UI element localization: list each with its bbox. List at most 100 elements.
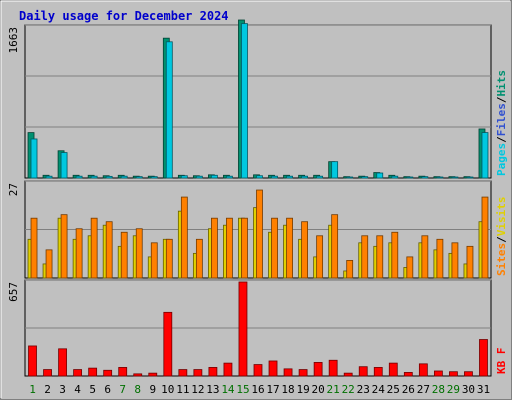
bar-kbytes-kbytes-day-21 (328, 359, 338, 377)
bar-kbytes-kbytes-day-4 (73, 369, 83, 377)
panel-visitors-legend-item-2: Visits (495, 197, 508, 237)
x-tick-label-day-7: 7 (119, 383, 126, 396)
bar-visitors-sites-day-18 (286, 217, 293, 279)
bar-visitors-sites-day-6 (105, 221, 113, 279)
bar-visitors-sites-day-23 (361, 235, 369, 279)
bar-traffic-pages-day-10 (165, 41, 173, 179)
bar-visitors-sites-day-4 (75, 228, 83, 279)
x-tick-label-day-10: 10 (161, 383, 174, 396)
bar-traffic-pages-day-26 (406, 176, 414, 179)
bar-kbytes-kbytes-day-30 (464, 371, 473, 377)
bar-visitors-sites-day-14 (226, 217, 233, 279)
panel-traffic-legend-item-4: Hits (495, 70, 508, 97)
bar-kbytes-kbytes-day-11 (178, 369, 188, 377)
panel-kbytes-legend-item-0: KB F (495, 348, 508, 375)
bar-traffic-pages-day-6 (105, 175, 113, 179)
bar-kbytes-kbytes-day-17 (268, 360, 278, 377)
bar-kbytes-kbytes-day-15 (238, 281, 248, 377)
bar-kbytes-kbytes-day-2 (43, 369, 52, 377)
bar-kbytes-kbytes-day-14 (223, 362, 233, 377)
x-tick-label-day-21: 21 (327, 383, 340, 396)
bar-traffic-pages-day-5 (90, 175, 98, 179)
bar-traffic-pages-day-21 (331, 161, 339, 179)
bar-traffic-pages-day-16 (256, 175, 263, 179)
bar-kbytes-kbytes-day-23 (358, 366, 368, 377)
x-tick-label-day-8: 8 (134, 383, 141, 396)
panel-visitors-legend-item-1: / (495, 236, 508, 243)
bar-kbytes-kbytes-day-20 (313, 362, 323, 377)
bar-kbytes-kbytes-day-10 (163, 311, 173, 377)
bar-traffic-pages-day-17 (271, 175, 278, 179)
bar-traffic-pages-day-20 (316, 175, 324, 179)
bar-kbytes-kbytes-day-28 (433, 370, 443, 377)
bar-traffic-pages-day-24 (376, 172, 384, 179)
bar-kbytes-kbytes-day-18 (283, 368, 293, 377)
bar-kbytes-kbytes-day-9 (148, 372, 158, 377)
x-tick-label-day-23: 23 (357, 383, 370, 396)
bar-kbytes-kbytes-day-1 (28, 345, 37, 377)
bar-kbytes-kbytes-day-6 (103, 369, 113, 377)
x-tick-label-day-20: 20 (312, 383, 325, 396)
x-tick-label-day-27: 27 (417, 383, 430, 396)
bar-visitors-sites-day-10 (165, 238, 173, 279)
bar-traffic-pages-day-12 (195, 175, 203, 179)
bar-visitors-sites-day-31 (481, 196, 489, 279)
bar-traffic-pages-day-25 (391, 175, 399, 179)
x-tick-label-day-28: 28 (432, 383, 445, 396)
bar-traffic-pages-day-15 (241, 23, 248, 179)
panel-traffic-legend-item-0: Pages (495, 143, 508, 176)
bar-visitors-sites-day-29 (451, 242, 459, 279)
bar-visitors-sites-day-20 (316, 235, 324, 279)
bar-kbytes-kbytes-day-26 (403, 372, 413, 377)
x-tick-label-day-19: 19 (296, 383, 309, 396)
bar-kbytes-kbytes-day-27 (418, 363, 428, 377)
bar-traffic-pages-day-14 (226, 175, 233, 179)
bar-kbytes-kbytes-day-5 (88, 367, 98, 377)
bar-kbytes-kbytes-day-19 (298, 369, 308, 377)
bar-traffic-pages-day-31 (481, 132, 489, 179)
bar-traffic-pages-day-1 (30, 138, 38, 179)
bar-traffic-pages-day-4 (75, 175, 83, 179)
bar-kbytes-kbytes-day-12 (193, 369, 203, 377)
x-tick-label-day-14: 14 (221, 383, 235, 396)
bar-traffic-pages-day-3 (60, 152, 68, 179)
panel-traffic-ymax-label: 1663 (7, 27, 20, 54)
bar-visitors-sites-day-26 (406, 256, 414, 279)
bar-visitors-sites-day-3 (60, 214, 68, 279)
bar-visitors-sites-day-27 (421, 235, 429, 279)
x-tick-label-day-5: 5 (89, 383, 96, 396)
bar-visitors-sites-day-13 (210, 217, 218, 279)
x-tick-label-day-26: 26 (402, 383, 415, 396)
x-tick-label-day-30: 30 (462, 383, 475, 396)
bar-visitors-sites-day-15 (241, 217, 248, 279)
bar-visitors-sites-day-1 (30, 217, 38, 279)
panel-traffic-plot-area (24, 24, 492, 179)
x-axis-labels: 1 2 3 4 5 6 7 8 9 10 11 12 13 14 15 16 17 18 19 20 21 22 23 24 2… (29, 383, 490, 396)
bar-visitors-sites-day-28 (436, 238, 444, 279)
bar-kbytes-kbytes-day-3 (58, 348, 67, 377)
bar-visitors-sites-day-11 (180, 196, 188, 279)
x-tick-label-day-2: 2 (44, 383, 51, 396)
bar-visitors-sites-day-17 (271, 217, 278, 279)
panel-kbytes-ymax-label: 657 (7, 282, 20, 302)
bar-kbytes-kbytes-day-16 (253, 364, 263, 377)
x-tick-label-day-24: 24 (372, 383, 386, 396)
x-tick-label-day-3: 3 (59, 383, 66, 396)
bar-visitors-sites-day-5 (90, 217, 98, 279)
bar-traffic-pages-day-30 (466, 176, 474, 179)
bar-traffic-pages-day-13 (210, 174, 218, 179)
x-tick-label-day-6: 6 (104, 383, 111, 396)
bar-kbytes-kbytes-day-29 (449, 371, 458, 377)
x-tick-label-day-13: 13 (206, 383, 219, 396)
bar-visitors-sites-day-8 (135, 228, 143, 279)
bar-kbytes-kbytes-day-25 (388, 362, 398, 377)
panel-kbytes-legend: KB F (495, 348, 508, 375)
x-tick-label-day-22: 22 (342, 383, 355, 396)
panel-traffic-legend-item-3: / (495, 96, 508, 103)
bar-visitors-sites-day-9 (150, 242, 158, 279)
panel-kbytes: 657 KB F (7, 279, 508, 377)
x-tick-label-day-1: 1 (29, 383, 36, 396)
x-tick-label-day-11: 11 (176, 383, 189, 396)
